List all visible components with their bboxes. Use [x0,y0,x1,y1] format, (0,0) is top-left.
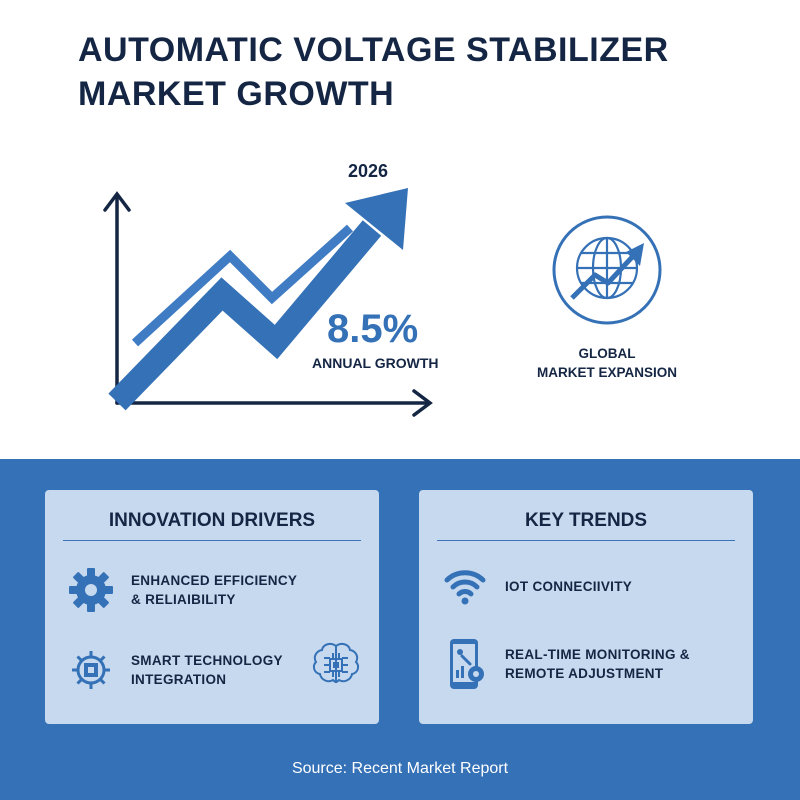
gear-icon [63,562,119,618]
smartphone-settings-icon [437,636,493,692]
circuit-gear-icon [63,642,119,698]
driver-item-smart-tech: SMART TECHNOLOGY INTEGRATION [63,642,283,698]
globe-with-arrow-icon [552,215,662,325]
axes [103,191,433,417]
growth-graphic: 2026 8.5% ANNUAL GROWTH GLOBAL MARKET EX… [103,161,677,417]
trend-item-monitoring: REAL-TIME MONITORING & REMOTE ADJUSTMENT [437,636,690,692]
driver-label: SMART TECHNOLOGY INTEGRATION [131,651,283,689]
title-line-2: MARKET GROWTH [78,75,395,113]
driver-item-efficiency: ENHANCED EFFICIENCY & RELIAIBILITY [63,562,297,618]
trend-label-line-1: REAL-TIME MONITORING & [505,647,690,662]
secondary-trend-line [131,224,354,347]
x-axis-arrowhead [412,389,433,417]
trend-label: REAL-TIME MONITORING & REMOTE ADJUSTMENT [505,645,690,683]
divider [63,540,361,541]
global-line-2: MARKET EXPANSION [537,365,677,380]
year-label: 2026 [348,161,388,181]
trend-label: IOT CONNECIIVITY [505,577,632,596]
source-caption: Source: Recent Market Report [291,760,509,777]
driver-label-line-1: ENHANCED EFFICIENCY [131,573,298,588]
trend-item-iot: IOT CONNECIIVITY [437,558,632,614]
trend-label-line-2: REMOTE ADJUSTMENT [505,666,664,681]
driver-label-line-1: SMART TECHNOLOGY [131,653,283,668]
y-axis-arrowhead [103,191,131,212]
growth-value: 8.5% [327,307,418,351]
key-trends-card: KEY TRENDS IOT CONNECIIVITY [419,490,753,724]
page-title: AUTOMATIC VOLTAGE STABILIZER MARKET GROW… [78,28,669,116]
innovation-drivers-card: INNOVATION DRIVERS [45,490,379,724]
growth-caption: ANNUAL GROWTH [312,355,439,371]
key-trends-title: KEY TRENDS [524,510,648,531]
trend-label-line-1: IOT CONNECIIVITY [505,578,633,594]
divider [437,540,735,541]
global-line-1: GLOBAL [579,346,636,361]
driver-label-line-2: & RELIAIBILITY [131,592,236,607]
driver-label-line-2: INTEGRATION [131,672,227,687]
growth-trend-arrow [108,188,408,411]
driver-label: ENHANCED EFFICIENCY & RELIAIBILITY [131,571,297,609]
title-line-1: AUTOMATIC VOLTAGE STABILIZER [78,31,669,69]
brain-circuit-icon [309,638,363,692]
wifi-icon [437,558,493,614]
innovation-drivers-title: INNOVATION DRIVERS [108,510,316,531]
